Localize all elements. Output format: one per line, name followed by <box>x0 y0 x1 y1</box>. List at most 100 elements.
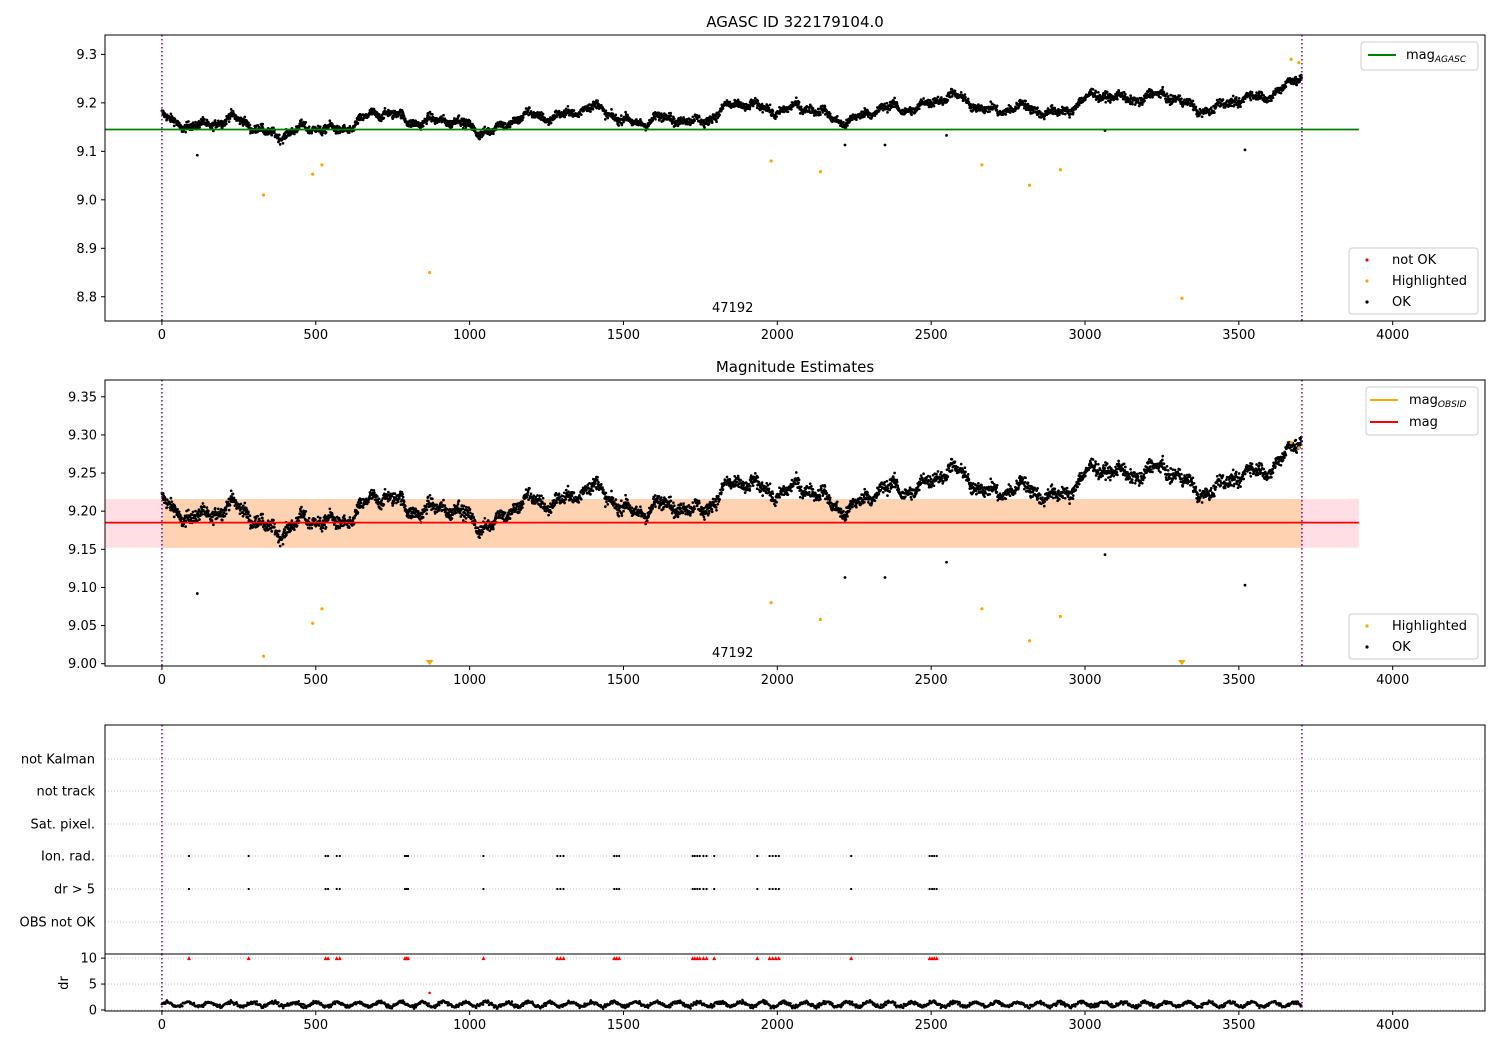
ok-point <box>270 530 274 533</box>
ok-point <box>247 510 250 514</box>
ok-point <box>425 119 429 123</box>
ok-point <box>521 506 524 509</box>
ok-point <box>261 122 265 126</box>
ok-point <box>1161 88 1164 91</box>
ok-point <box>919 102 923 106</box>
ok-point <box>749 105 752 108</box>
ok-point <box>316 124 320 128</box>
ok-point <box>481 530 485 534</box>
ok-point <box>1162 90 1166 94</box>
ok-point <box>256 514 260 518</box>
ok-point <box>570 111 574 114</box>
ok-point <box>440 120 444 123</box>
ok-point <box>177 510 181 514</box>
ok-point <box>278 544 282 548</box>
panel-agasc-annotation: 47192 <box>712 301 753 316</box>
ok-point <box>348 516 352 519</box>
ok-point <box>347 131 351 135</box>
ok-point <box>846 124 849 127</box>
ok-point <box>379 119 383 123</box>
ok-point-outlier <box>195 153 199 157</box>
ok-point <box>603 118 607 121</box>
ok-point <box>525 496 529 499</box>
ok-point <box>203 505 206 509</box>
ok-point <box>620 123 624 127</box>
ok-point <box>194 120 197 124</box>
panel-agasc-x-axis: 0 500 1000 1500 2000 2500 3000 3500 4000 <box>158 321 1409 343</box>
ok-point <box>169 112 173 116</box>
ok-point <box>297 519 301 523</box>
p1-ytick-label-1: 8.9 <box>76 242 97 257</box>
ok-point <box>1242 100 1246 104</box>
ok-point <box>1104 100 1108 104</box>
highlighted-point <box>1297 61 1301 65</box>
ok-point-outlier <box>945 133 948 137</box>
ok-point <box>1065 106 1069 109</box>
ok-point <box>238 122 242 126</box>
ok-point <box>1010 107 1014 110</box>
ok-point <box>835 114 839 118</box>
ok-point <box>630 118 634 122</box>
ok-point <box>1237 96 1241 100</box>
ok-point <box>936 95 940 99</box>
ok-point <box>215 516 219 520</box>
ok-point <box>950 87 954 91</box>
ok-point <box>886 111 889 114</box>
ok-point <box>614 113 618 117</box>
ok-point <box>377 113 381 116</box>
p1-xtick-label-500: 500 <box>303 328 328 343</box>
ok-point <box>300 118 303 122</box>
ok-point <box>775 115 778 118</box>
ok-point <box>1004 113 1008 116</box>
ok-point <box>1024 99 1027 103</box>
ok-point <box>293 132 296 136</box>
ok-point <box>1294 75 1298 79</box>
ok-point <box>220 126 224 130</box>
ok-point <box>478 137 481 141</box>
ok-point <box>462 504 466 508</box>
ok-point <box>855 118 858 122</box>
ok-point <box>1194 105 1198 109</box>
ok-point <box>440 501 443 504</box>
ok-point <box>172 515 176 519</box>
ok-point <box>547 123 550 127</box>
ok-point <box>328 119 332 123</box>
ok-point <box>989 100 993 104</box>
ok-point <box>1198 107 1202 111</box>
ok-point <box>988 110 992 113</box>
ok-point <box>483 516 487 520</box>
ok-point <box>228 504 232 507</box>
ok-point <box>564 113 568 116</box>
ok-point <box>790 108 793 111</box>
ok-point <box>401 493 404 496</box>
panel-agasc-title: AGASC ID 322179104.0 <box>706 13 884 31</box>
ok-point <box>647 124 651 128</box>
ok-point <box>721 107 725 110</box>
ok-point <box>524 107 528 110</box>
ok-point <box>606 116 610 120</box>
ok-point <box>383 107 387 110</box>
ok-point <box>1234 96 1238 99</box>
ok-point <box>342 123 346 127</box>
ok-point <box>888 108 892 112</box>
ok-point <box>425 508 429 512</box>
ok-point <box>819 113 822 117</box>
ok-point <box>1295 83 1299 87</box>
ok-point <box>248 514 252 518</box>
ok-point <box>224 512 228 516</box>
ok-point <box>442 113 445 117</box>
ok-point <box>229 489 233 493</box>
ok-point <box>1063 112 1067 116</box>
ok-point <box>244 512 248 516</box>
ok-point <box>443 504 447 507</box>
ok-point <box>844 126 848 129</box>
ok-point <box>1116 97 1119 101</box>
ok-point <box>471 512 474 516</box>
ok-point <box>693 119 696 123</box>
ok-point <box>1200 115 1204 119</box>
ok-point <box>356 121 360 125</box>
ok-point <box>289 133 293 136</box>
ok-point <box>1131 102 1134 106</box>
ok-point <box>342 514 346 517</box>
ok-point <box>398 497 401 501</box>
